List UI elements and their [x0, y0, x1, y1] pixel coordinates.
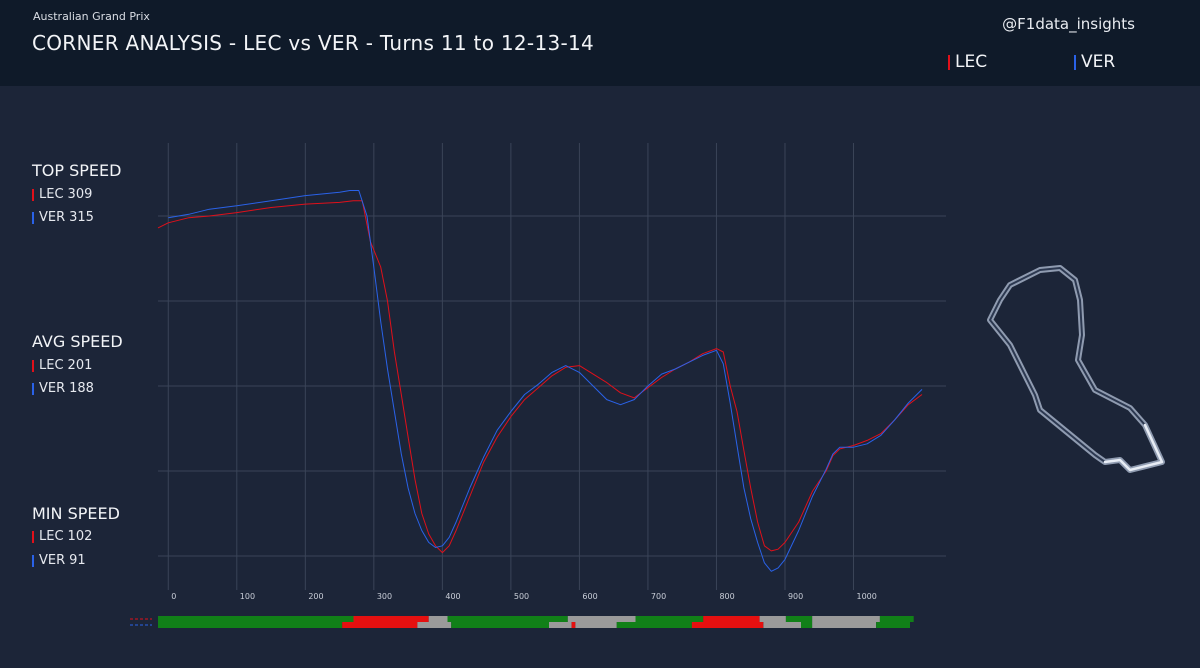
mini-sector — [567, 616, 636, 622]
mini-sector — [451, 622, 550, 628]
mini-sector — [759, 616, 786, 622]
mini-sector — [158, 622, 343, 628]
mini-sector — [158, 616, 354, 622]
mini-sector — [353, 616, 429, 622]
series-line-ver — [168, 190, 923, 572]
header-band: Australian Grand Prix CORNER ANALYSIS - … — [0, 0, 1200, 86]
x-tick-label: 1000 — [856, 592, 876, 601]
legend-swatch-lec — [948, 54, 950, 70]
mini-sector — [879, 616, 914, 622]
chart-grid — [158, 143, 946, 590]
x-tick-label: 200 — [308, 592, 323, 601]
avg-speed-ver: VER 188 — [32, 381, 94, 396]
min-speed-title: MIN SPEED — [32, 504, 120, 523]
mini-sector — [417, 622, 452, 628]
mini-sector — [812, 622, 877, 628]
x-tick-label: 300 — [377, 592, 392, 601]
x-tick-label: 400 — [445, 592, 460, 601]
x-axis-ticks: 0 100 200 300 400 500 600 700 800 900 1000 — [171, 592, 877, 601]
event-name: Australian Grand Prix — [33, 10, 150, 23]
avg-speed-title: AVG SPEED — [32, 332, 123, 351]
mini-sector — [812, 616, 880, 622]
track-outline-icon — [987, 265, 1165, 473]
mini-sector — [876, 622, 910, 628]
mini-sector — [428, 616, 448, 622]
mini-sector — [801, 622, 813, 628]
x-tick-label: 700 — [651, 592, 666, 601]
x-tick-label: 600 — [582, 592, 597, 601]
x-tick-label: 800 — [719, 592, 734, 601]
series-line-lec — [157, 200, 923, 554]
min-speed-lec: LEC 102 — [32, 529, 92, 544]
mini-sector — [342, 622, 418, 628]
mini-sector — [549, 622, 572, 628]
page-title: CORNER ANALYSIS - LEC vs VER - Turns 11 … — [32, 31, 595, 55]
mini-sector — [785, 616, 813, 622]
legend-swatch-ver — [1074, 54, 1076, 70]
x-tick-label: 900 — [788, 592, 803, 601]
top-speed-lec: LEC 309 — [32, 187, 92, 202]
x-tick-label: 0 — [171, 592, 176, 601]
social-handle: @F1data_insights — [1002, 15, 1135, 33]
avg-speed-lec: LEC 201 — [32, 358, 92, 373]
legend-label-lec: LEC — [955, 52, 988, 72]
mini-sector — [447, 616, 568, 622]
mini-sector — [575, 622, 617, 628]
chart-series — [157, 190, 923, 572]
mini-sector — [691, 622, 764, 628]
x-tick-label: 100 — [240, 592, 255, 601]
x-tick-label: 500 — [514, 592, 529, 601]
min-speed-ver: VER 91 — [32, 553, 86, 568]
mini-sector — [571, 622, 576, 628]
legend-label-ver: VER — [1081, 52, 1116, 72]
mini-sector — [763, 622, 801, 628]
legend-entry-ver: VER — [1074, 52, 1115, 72]
mini-sector — [635, 616, 704, 622]
top-speed-title: TOP SPEED — [32, 161, 122, 180]
mini-sector-bar — [130, 616, 914, 628]
mini-sector — [703, 616, 760, 622]
top-speed-ver: VER 315 — [32, 210, 94, 225]
mini-sector — [616, 622, 692, 628]
legend-entry-lec: LEC — [948, 52, 987, 72]
